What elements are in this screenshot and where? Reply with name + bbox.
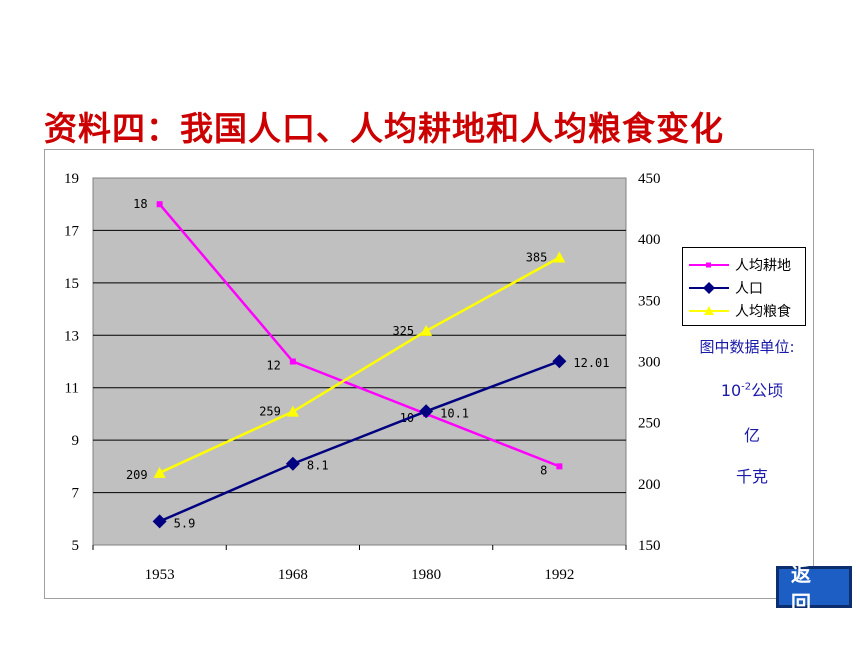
x-axis-tick-label: 1992 xyxy=(544,567,574,583)
left-axis-tick-label: 15 xyxy=(64,276,79,292)
data-label: 209 xyxy=(126,468,148,482)
series-line-2 xyxy=(159,256,560,474)
data-point-population xyxy=(552,354,567,369)
unit-note-title: 图中数据单位: xyxy=(699,338,795,356)
legend-swatch-farmland xyxy=(689,262,729,268)
legend-swatch-grain xyxy=(689,306,729,315)
legend-item-farmland: 人均耕地 xyxy=(687,254,791,276)
legend-label-grain: 人均粮食 xyxy=(735,304,791,320)
data-label: 12 xyxy=(266,359,280,373)
data-point-grain xyxy=(420,324,433,336)
legend-label-farmland: 人均耕地 xyxy=(735,258,791,274)
unit-area-base: 10 xyxy=(720,381,742,400)
right-axis-tick-label: 250 xyxy=(638,416,661,432)
page-title: 资料四：我国人口、人均耕地和人均粮食变化 xyxy=(44,109,724,148)
right-axis-tick-label: 150 xyxy=(638,538,661,554)
left-axis-tick-label: 5 xyxy=(72,538,80,554)
legend-swatch-population xyxy=(689,282,729,294)
data-point-population xyxy=(285,456,300,471)
left-axis-tick-label: 11 xyxy=(65,381,79,397)
data-label: 8 xyxy=(540,463,547,477)
unit-note-area: 10-2公顷 xyxy=(690,377,814,401)
legend-label-population: 人口 xyxy=(735,281,763,297)
plot-area xyxy=(92,177,627,546)
left-axis-tick-label: 9 xyxy=(72,433,80,449)
legend-item-grain: 人均粮食 xyxy=(687,300,791,322)
chart-legend: 人均耕地 人口 人均粮食 xyxy=(682,247,806,326)
back-button[interactable]: 返 回 xyxy=(776,562,852,615)
data-point-population xyxy=(152,514,167,529)
data-label: 10.1 xyxy=(440,406,469,420)
x-axis-tick-label: 1980 xyxy=(411,567,441,583)
data-point-grain xyxy=(286,405,299,417)
data-point-grain xyxy=(153,466,166,478)
series-line-0 xyxy=(158,203,560,468)
right-axis-tick-label: 450 xyxy=(638,171,661,187)
unit-note-population: 亿 xyxy=(743,426,760,445)
data-label: 12.01 xyxy=(573,356,609,370)
left-axis-tick-label: 17 xyxy=(64,223,80,239)
unit-area-label: 公顷 xyxy=(751,381,784,400)
data-point-farmland xyxy=(556,463,563,470)
left-axis-tick-label: 7 xyxy=(72,486,80,502)
left-axis-tick-label: 19 xyxy=(64,171,79,187)
data-label: 18 xyxy=(133,197,147,211)
x-axis-tick-label: 1968 xyxy=(278,567,308,583)
right-axis-tick-label: 400 xyxy=(638,232,661,248)
left-axis-tick-label: 13 xyxy=(64,328,79,344)
data-label: 325 xyxy=(392,324,414,338)
right-axis-tick-label: 350 xyxy=(638,293,661,309)
data-label: 5.9 xyxy=(174,516,196,530)
right-axis-tick-label: 200 xyxy=(638,477,661,493)
right-axis-tick-label: 300 xyxy=(638,355,661,371)
data-label: 259 xyxy=(259,405,281,419)
data-point-farmland xyxy=(156,201,163,208)
data-point-farmland xyxy=(289,358,296,365)
data-point-grain xyxy=(553,251,566,263)
unit-note-grain: 千克 xyxy=(735,467,768,486)
series-line-1 xyxy=(159,360,560,523)
data-label: 8.1 xyxy=(307,459,329,473)
legend-item-population: 人口 xyxy=(687,277,763,299)
unit-area-exponent: -2 xyxy=(741,381,752,393)
data-point-population xyxy=(419,404,434,419)
x-axis-tick-label: 1953 xyxy=(145,567,175,583)
data-label: 385 xyxy=(526,251,548,265)
